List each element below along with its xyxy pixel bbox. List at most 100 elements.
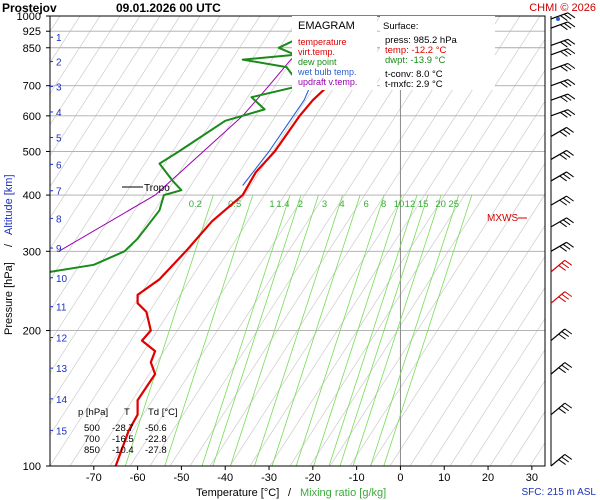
altitude-tick-label: 12	[56, 333, 68, 344]
surface-temp: temp: -12.2 °C	[385, 45, 446, 56]
mixing-ratio-label: 15	[418, 199, 429, 210]
wind-barb-shaft	[550, 259, 566, 273]
wind-barb-shaft	[550, 12, 569, 20]
tropopause-label: Tropo	[144, 183, 170, 194]
wind-barb-shaft	[550, 453, 566, 467]
altitude-tick-label: 2	[56, 58, 62, 69]
x-tick-label: 0	[397, 472, 403, 484]
altitude-tick-label: 9	[56, 244, 62, 255]
wind-barb-feather	[563, 110, 572, 117]
mixing-ratio-line	[339, 194, 429, 466]
wind-barb-feather	[563, 49, 572, 56]
wind-barb-feather	[562, 129, 571, 135]
y-axis-title-altitude: Altitude [km]	[3, 174, 15, 235]
surface-elevation-label: SFC: 215 m ASL	[522, 487, 597, 498]
surface-tconv: t-conv: 8.0 °C	[385, 69, 443, 80]
dry-adiabat-line	[469, 348, 545, 466]
wind-barb-feather	[567, 12, 576, 19]
table-cell: 850	[84, 445, 100, 456]
wind-barb-feather	[560, 112, 568, 118]
datetime-label: 09.01.2026 00 UTC	[116, 1, 221, 15]
axes-layer: -70 -60 -50 -40 -30 -20 -10 0 10 20 30 100 200 300 400…	[17, 11, 546, 484]
table-cell: -50.6	[145, 423, 167, 434]
mixing-ratio-line	[295, 194, 385, 466]
legend-title: EMAGRAM	[298, 20, 355, 32]
wind-barb-feather	[558, 265, 566, 271]
x-tick-label: -20	[305, 472, 321, 484]
table-cell: 500	[84, 423, 100, 434]
wind-barb-shaft	[550, 109, 569, 117]
pressure-tick-label: 700	[23, 81, 41, 93]
wind-barb-feather	[558, 407, 566, 414]
x-tick-label: 20	[482, 472, 494, 484]
mxws-label: MXWS	[487, 213, 518, 224]
altitude-tick-label: 6	[56, 160, 62, 171]
pressure-tick-label: 600	[23, 111, 41, 123]
mixing-ratio-label: 25	[448, 199, 459, 210]
pressure-tick-label: 100	[23, 461, 41, 473]
dry-adiabat-line	[50, 16, 161, 188]
wind-barb-feather	[559, 245, 567, 252]
dry-adiabat-line	[329, 131, 545, 466]
wind-barb-shaft	[550, 291, 566, 304]
mixing-ratio-line	[313, 194, 403, 466]
altitude-tick-label: 3	[56, 83, 62, 94]
dry-adiabat-line	[109, 16, 401, 466]
dry-adiabat-line	[269, 38, 545, 466]
wind-barb-shaft	[550, 62, 569, 71]
wind-barb-feather	[563, 80, 572, 87]
wind-barb-feather	[566, 171, 574, 178]
wind-barb-feather	[559, 154, 567, 160]
table-header-td: Td [°C]	[148, 407, 178, 418]
wind-barb-shaft	[550, 21, 569, 29]
mixing-ratio-label: 1.4	[276, 199, 289, 210]
table-header-p: p [hPa]	[78, 407, 108, 418]
table-cell: -28.7	[112, 423, 134, 434]
pressure-tick-label: 500	[23, 146, 41, 158]
mixing-ratio-label: 20	[435, 199, 446, 210]
wind-barb-shaft	[550, 38, 569, 47]
mixing-ratio-label: 2	[298, 199, 303, 210]
surface-box	[380, 16, 495, 90]
table-cell: -10.4	[112, 445, 134, 456]
wind-barb-feather	[566, 217, 574, 224]
wind-barb-feather	[562, 219, 571, 226]
wind-barb-feather	[561, 405, 570, 412]
wind-barb-feather	[564, 402, 573, 409]
dry-adiabat-line	[509, 411, 545, 466]
mixing-ratio-label: 0.2	[189, 199, 202, 210]
wind-barb-feather	[562, 152, 571, 158]
wind-barb-feather	[560, 65, 568, 72]
dry-adiabat-line	[309, 100, 545, 466]
dry-adiabat-line	[369, 193, 545, 466]
mixing-ratio-label: 0.5	[228, 199, 241, 210]
wind-barb-feather	[567, 93, 576, 100]
altitude-tick-label: 10	[56, 274, 68, 285]
wind-barb-shaft	[550, 362, 566, 375]
dry-adiabat-line	[50, 16, 261, 343]
altitude-tick-label: 7	[56, 187, 62, 198]
altitude-tick-label: 11	[56, 303, 67, 314]
x-tick-label: -10	[349, 472, 365, 484]
surface-tmxfc: t-mxfc: 2.9 °C	[385, 79, 443, 90]
wind-barb-feather	[559, 175, 567, 182]
pressure-tick-label: 1000	[17, 11, 41, 23]
legend-item-virt-temp: virt.temp.	[298, 47, 335, 57]
wind-barb-shaft	[550, 402, 566, 416]
dry-adiabat-line	[489, 380, 545, 466]
wind-barb-feather	[563, 40, 572, 47]
surface-title: Surface:	[383, 21, 418, 32]
wind-barb-feather	[567, 38, 576, 45]
surface-press: press: 985.2 hPa	[385, 35, 458, 46]
wind-barb-feather	[559, 221, 567, 228]
wind-barb-shaft	[550, 149, 567, 160]
wind-barb-feather	[566, 127, 574, 133]
mixing-ratio-line	[383, 194, 473, 466]
wind-barb-shaft	[550, 78, 569, 87]
x-axis-title-separator: /	[288, 487, 292, 499]
wind-barb-feather	[563, 94, 572, 101]
wind-surface-dot	[556, 16, 560, 21]
mixing-ratio-layer: 0.2 0.5 1 1.4 2 3 4 6 8 10 12 15 20 25	[124, 194, 473, 466]
dry-adiabat-line	[50, 16, 181, 219]
